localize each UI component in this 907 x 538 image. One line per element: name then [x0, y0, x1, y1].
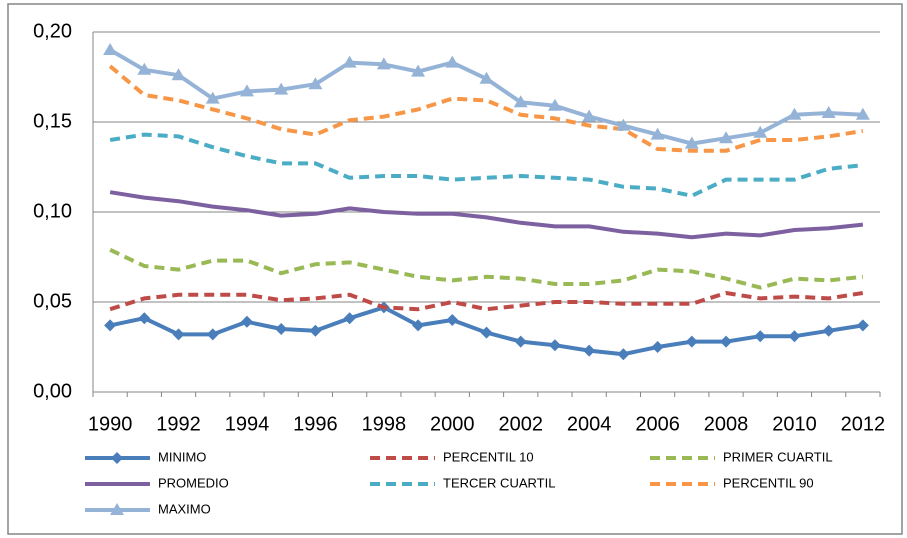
- marker: [309, 324, 322, 337]
- legend-label: PRIMER CUARTIL: [723, 449, 833, 464]
- marker: [411, 64, 426, 77]
- marker: [172, 328, 185, 341]
- marker: [171, 68, 186, 81]
- marker: [753, 125, 768, 138]
- legend-label: PROMEDIO: [158, 475, 229, 490]
- y-tick-label: 0,20: [33, 20, 72, 42]
- series-line: [108, 64, 864, 153]
- marker: [719, 131, 734, 144]
- x-tick-label: 2006: [635, 413, 680, 435]
- marker: [650, 127, 665, 140]
- marker: [239, 84, 254, 97]
- marker: [376, 57, 391, 70]
- marker: [480, 326, 493, 339]
- marker: [137, 62, 152, 75]
- y-tick-label: 0,05: [33, 290, 72, 312]
- y-tick-label: 0,00: [33, 380, 72, 402]
- x-tick-label: 2012: [841, 413, 886, 435]
- marker: [822, 324, 835, 337]
- x-tick-label: 1994: [225, 413, 270, 435]
- x-tick-label: 1998: [362, 413, 407, 435]
- series-line: [109, 247, 864, 290]
- marker: [412, 319, 425, 332]
- marker: [821, 106, 836, 118]
- marker: [754, 330, 767, 343]
- marker: [617, 348, 630, 361]
- marker: [856, 319, 869, 332]
- series-line: [109, 190, 864, 240]
- marker: [446, 314, 459, 326]
- marker: [343, 312, 356, 325]
- marker: [308, 77, 323, 90]
- marker: [513, 95, 528, 108]
- marker: [720, 335, 733, 348]
- x-tick-label: 1996: [293, 413, 338, 435]
- marker: [110, 503, 124, 515]
- marker: [240, 315, 253, 328]
- x-tick-label: 1990: [88, 413, 133, 435]
- legend-label: MAXIMO: [158, 501, 211, 516]
- marker: [479, 71, 494, 84]
- marker: [275, 323, 288, 335]
- marker: [616, 118, 631, 131]
- marker: [206, 328, 219, 341]
- marker: [274, 82, 289, 95]
- y-tick-label: 0,15: [33, 110, 72, 132]
- marker: [547, 98, 562, 111]
- legend-label: TERCER CUARTIL: [443, 475, 555, 490]
- marker: [855, 107, 870, 120]
- x-tick-label: 2004: [567, 413, 612, 435]
- marker: [651, 341, 664, 353]
- marker: [787, 107, 802, 120]
- marker: [514, 335, 527, 348]
- x-tick-label: 2008: [704, 413, 749, 435]
- legend-label: MINIMO: [158, 449, 206, 464]
- marker: [104, 319, 117, 332]
- x-tick-label: 2002: [498, 413, 543, 435]
- y-tick-label: 0,10: [33, 200, 72, 222]
- marker: [583, 344, 596, 357]
- x-tick-label: 2010: [772, 413, 817, 435]
- marker: [205, 91, 220, 104]
- marker: [582, 109, 597, 122]
- x-tick-label: 1992: [156, 413, 201, 435]
- marker: [342, 55, 357, 68]
- legend-label: PERCENTIL 90: [723, 475, 814, 490]
- marker: [684, 136, 699, 149]
- marker: [103, 43, 118, 55]
- marker: [138, 312, 151, 325]
- marker: [111, 452, 123, 464]
- x-tick-label: 2000: [430, 413, 475, 435]
- series-line: [109, 132, 864, 198]
- marker: [685, 335, 698, 348]
- legend-label: PERCENTIL 10: [443, 449, 534, 464]
- marker: [548, 339, 561, 352]
- marker: [788, 330, 801, 343]
- marker: [445, 55, 460, 68]
